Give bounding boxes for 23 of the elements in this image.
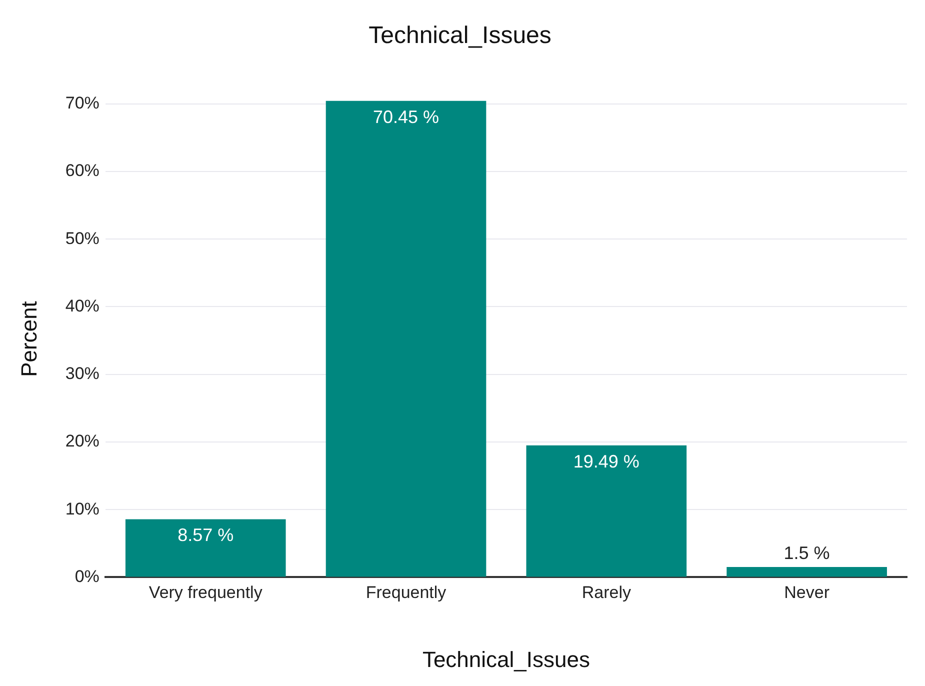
bar [726, 567, 887, 577]
data-label: 1.5 % [784, 543, 830, 564]
data-label: 19.49 % [573, 451, 640, 472]
y-tick-label: 40% [65, 296, 100, 316]
y-tick-label: 30% [65, 364, 100, 384]
y-tick-label: 50% [65, 228, 100, 248]
x-axis-title: Technical_Issues [422, 646, 590, 672]
y-tick-label: 10% [65, 499, 100, 518]
y-axis-title: Percent [16, 301, 42, 377]
y-tick-label: 60% [65, 161, 100, 180]
bar [125, 519, 286, 577]
x-tick-label: Very frequently [148, 583, 263, 602]
bar [326, 100, 486, 577]
y-tick-label: 20% [65, 432, 100, 451]
data-label: 8.57 % [178, 525, 234, 546]
y-tick-label: 0% [74, 566, 100, 586]
x-tick-label: Rarely [582, 583, 632, 602]
bar [526, 445, 687, 577]
x-tick-label: Never [784, 583, 830, 602]
y-tick-label: 70% [65, 94, 100, 113]
chart-title: Technical_Issues [368, 22, 552, 50]
data-label: 70.45 % [372, 106, 440, 127]
x-tick-label: Frequently [366, 583, 447, 602]
